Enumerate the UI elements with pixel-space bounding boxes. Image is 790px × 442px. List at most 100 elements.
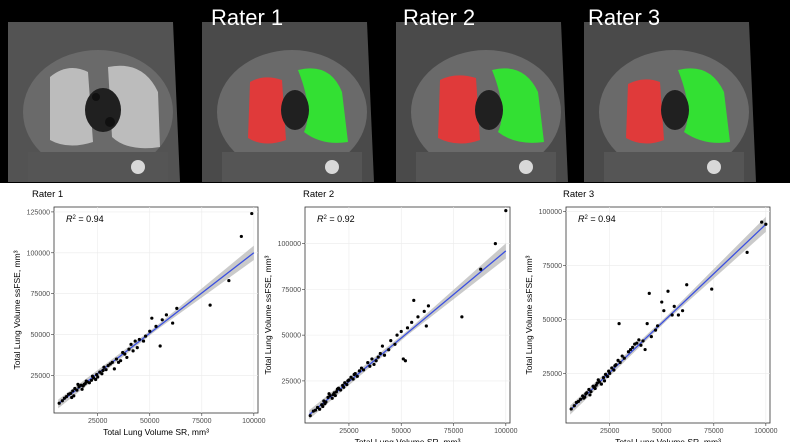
data-point (250, 211, 254, 216)
data-point (410, 320, 414, 324)
data-point (603, 372, 608, 376)
data-point (143, 334, 148, 338)
data-point (389, 339, 393, 343)
lung-region-right (108, 65, 160, 149)
data-point (479, 267, 483, 271)
data-point (582, 396, 586, 400)
data-point (620, 354, 624, 358)
data-point (71, 389, 75, 393)
data-point (628, 347, 633, 352)
y-axis-label: Total Lung Volume ssFSE, mm³ (12, 250, 22, 369)
chart-title: Rater 3 (563, 189, 594, 200)
chart-rater-1: Rater 1 25000 50000 75000 100000 25000 50000 75… (12, 189, 266, 437)
data-point (599, 382, 603, 386)
data-point (592, 385, 596, 389)
data-point (323, 402, 327, 406)
x-tick-label: 50000 (652, 428, 672, 435)
chart-title: Rater 2 (303, 189, 334, 200)
data-point (666, 289, 670, 293)
data-point (154, 324, 158, 328)
data-point (616, 358, 620, 362)
data-point (110, 360, 114, 364)
data-point (662, 309, 666, 313)
data-point (335, 387, 340, 391)
data-point (643, 347, 647, 352)
data-point (171, 321, 175, 325)
r-squared-annotation: R2 = 0.94 (66, 214, 104, 224)
data-point (57, 401, 61, 405)
data-point (175, 306, 179, 310)
data-point (112, 367, 116, 371)
data-point (308, 414, 312, 418)
segmentation-right-lung (678, 68, 730, 143)
y-axis-label: Total Lung Volume ssFSE, mm³ (524, 255, 534, 374)
data-point (374, 359, 378, 363)
segmentation-right-lung (298, 68, 348, 143)
data-point (710, 287, 714, 291)
scatter-charts: Rater 1 25000 50000 75000 100000 25000 50000 75… (12, 189, 778, 442)
data-point (334, 390, 338, 394)
y-tick-label: 25000 (543, 371, 563, 378)
x-tick-label: 25000 (88, 418, 108, 425)
header-rater-1: Rater 1 (211, 5, 284, 30)
data-point (100, 372, 104, 376)
data-point (594, 383, 598, 387)
data-point (131, 349, 135, 353)
data-point (680, 309, 685, 313)
data-point (96, 375, 100, 379)
data-point (137, 337, 141, 342)
data-point (422, 309, 426, 313)
data-point (645, 322, 649, 326)
data-point (578, 397, 583, 401)
data-point (366, 360, 370, 365)
regression-line (57, 252, 255, 405)
segmentation-left-lung (248, 77, 286, 144)
mri-image-strip: Rater 1 Rater 2 Rater 3 (0, 0, 790, 183)
data-point (357, 369, 361, 373)
data-point (327, 392, 331, 396)
y-tick-label: 50000 (31, 332, 51, 339)
x-tick-label: 75000 (192, 418, 212, 425)
mri-panel-rater-1 (202, 22, 382, 182)
data-point (387, 348, 391, 352)
data-point (90, 374, 95, 378)
y-tick-label: 100000 (27, 250, 50, 257)
segmentation-left-lung (626, 79, 664, 144)
x-axis-label: Total Lung Volume SR, mm³ (103, 427, 209, 437)
confidence-band (570, 216, 766, 415)
data-point (345, 382, 349, 387)
x-tick-label: 25000 (600, 428, 620, 435)
data-point (104, 368, 108, 372)
data-point (208, 303, 212, 307)
chart-rater-3: Rater 3 25000 50000 75000 100000 25000 50000 75… (524, 189, 778, 442)
data-point (313, 408, 318, 412)
data-point (60, 399, 64, 403)
data-point (760, 220, 764, 224)
data-point (121, 350, 125, 355)
x-tick-label: 75000 (704, 428, 724, 435)
data-point (405, 326, 410, 330)
data-point (89, 378, 94, 382)
chart-title: Rater 1 (32, 189, 63, 200)
data-point (617, 322, 621, 326)
data-point (633, 342, 637, 346)
data-point (239, 234, 243, 239)
data-point (370, 357, 374, 361)
x-tick-label: 100000 (242, 418, 265, 425)
data-point (75, 388, 79, 392)
data-point (672, 304, 676, 308)
data-point (587, 387, 591, 392)
data-point (631, 345, 635, 349)
x-axis-label: Total Lung Volume SR, mm³ (615, 437, 721, 442)
y-tick-label: 50000 (543, 317, 563, 324)
data-point (150, 316, 154, 320)
data-point (361, 368, 366, 372)
data-point (424, 324, 428, 328)
data-point (622, 356, 626, 360)
data-point (94, 377, 98, 382)
data-point (352, 372, 356, 377)
data-point (601, 376, 606, 380)
data-point (764, 222, 768, 226)
y-tick-label: 100000 (539, 209, 562, 216)
data-point (588, 393, 592, 397)
